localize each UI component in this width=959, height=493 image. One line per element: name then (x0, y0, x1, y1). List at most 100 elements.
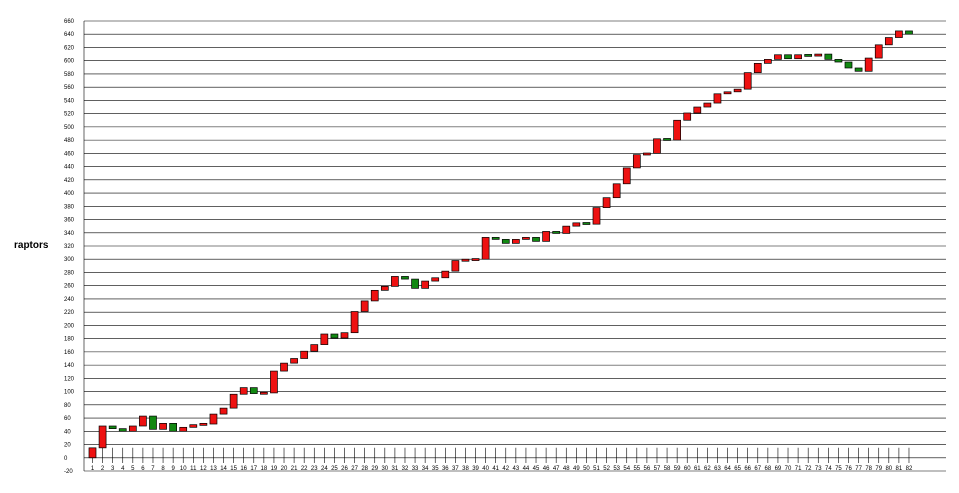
y-tick-label: 100 (64, 390, 75, 396)
x-tick-label: 69 (775, 466, 782, 472)
candle (824, 53, 833, 60)
y-tick-label: 160 (64, 350, 75, 356)
x-tick-label: 11 (190, 466, 197, 472)
candle (854, 67, 863, 72)
x-tick-label: 45 (533, 466, 540, 472)
candle (88, 447, 97, 459)
candle (461, 258, 470, 262)
candle (179, 426, 188, 432)
x-tick-label: 61 (694, 466, 701, 472)
y-tick-label: 420 (64, 178, 75, 184)
x-tick-label: 62 (704, 466, 711, 472)
x-tick-label: 48 (563, 466, 570, 472)
y-tick-label: 460 (64, 151, 75, 157)
x-tick-label: 51 (593, 466, 600, 472)
y-axis-label: raptors (14, 240, 49, 251)
y-tick-label: 560 (64, 85, 75, 91)
x-tick-label: 82 (906, 466, 913, 472)
x-tick-label: 75 (835, 466, 842, 472)
candle (592, 207, 601, 225)
x-tick-label: 31 (392, 466, 399, 472)
candle (562, 225, 571, 234)
x-tick-label: 4 (121, 466, 125, 472)
candle (905, 30, 913, 35)
y-tick-label: 340 (64, 231, 75, 237)
candle (481, 237, 490, 260)
y-tick-label: 260 (64, 284, 75, 290)
x-tick-label: 72 (805, 466, 812, 472)
x-tick-label: 1 (91, 466, 95, 472)
candle (380, 286, 389, 291)
x-tick-label: 29 (371, 466, 378, 472)
candle (239, 387, 248, 395)
y-tick-label: 440 (64, 165, 75, 171)
x-tick-label: 42 (502, 466, 509, 472)
x-tick-label: 21 (291, 466, 298, 472)
candle (703, 102, 712, 108)
candle (713, 93, 722, 104)
y-tick-label: 120 (64, 376, 75, 382)
y-tick-label: 0 (64, 456, 68, 462)
x-tick-label: 54 (623, 466, 630, 472)
candle (421, 280, 429, 289)
candle (360, 300, 369, 312)
candle (794, 54, 802, 60)
candle (733, 88, 742, 93)
x-tick-label: 17 (250, 466, 257, 472)
y-tick-label: 140 (64, 363, 75, 369)
y-tick-label: 580 (64, 72, 75, 78)
candle (632, 154, 641, 169)
candle (128, 425, 137, 432)
x-tick-label: 46 (543, 466, 550, 472)
x-tick-label: 3 (111, 466, 115, 472)
candle (602, 197, 611, 208)
candle (673, 119, 681, 141)
y-tick-label: 320 (64, 244, 75, 250)
candle (370, 289, 379, 302)
x-tick-label: 5 (131, 466, 135, 472)
x-tick-label: 12 (200, 466, 207, 472)
x-tick-label: 58 (664, 466, 671, 472)
x-axis-ticks: 1 2 3 4 5 6 7 8 9 10 11 12 13 14 15 16 17 18 19 20 21 22 23 24 2… (91, 447, 913, 472)
y-tick-label: 60 (64, 416, 71, 422)
x-tick-label: 56 (644, 466, 651, 472)
candle (441, 270, 450, 279)
x-tick-label: 7 (151, 466, 155, 472)
candle (219, 407, 228, 415)
x-tick-label: 10 (180, 466, 187, 472)
candle (229, 393, 238, 409)
x-tick-label: 73 (815, 466, 822, 472)
candle (612, 183, 621, 199)
candle (653, 138, 661, 154)
candle (310, 344, 319, 352)
y-tick-label: 200 (64, 323, 75, 329)
candle (693, 106, 702, 114)
candle (844, 61, 853, 69)
x-tick-label: 30 (381, 466, 388, 472)
x-tick-label: 40 (482, 466, 489, 472)
x-tick-label: 63 (714, 466, 721, 472)
candles (88, 30, 913, 459)
y-tick-label: 80 (64, 403, 71, 409)
candle (784, 54, 792, 60)
x-tick-label: 28 (361, 466, 368, 472)
x-tick-label: 49 (573, 466, 580, 472)
candle (572, 222, 581, 227)
candle (491, 237, 500, 240)
x-tick-label: 24 (321, 466, 328, 472)
y-tick-label: 520 (64, 112, 75, 118)
grid-lines (83, 20, 946, 472)
candle (512, 239, 520, 244)
x-tick-label: 76 (845, 466, 852, 472)
candle (522, 237, 530, 240)
x-tick-label: 39 (472, 466, 479, 472)
candle (804, 54, 813, 57)
candle (622, 167, 631, 185)
x-tick-label: 57 (654, 466, 661, 472)
y-tick-label: 600 (64, 59, 75, 65)
x-tick-label: 71 (795, 466, 802, 472)
candle (723, 91, 732, 95)
x-tick-label: 33 (412, 466, 419, 472)
y-tick-label: 500 (64, 125, 75, 131)
y-tick-label: 480 (64, 138, 75, 144)
